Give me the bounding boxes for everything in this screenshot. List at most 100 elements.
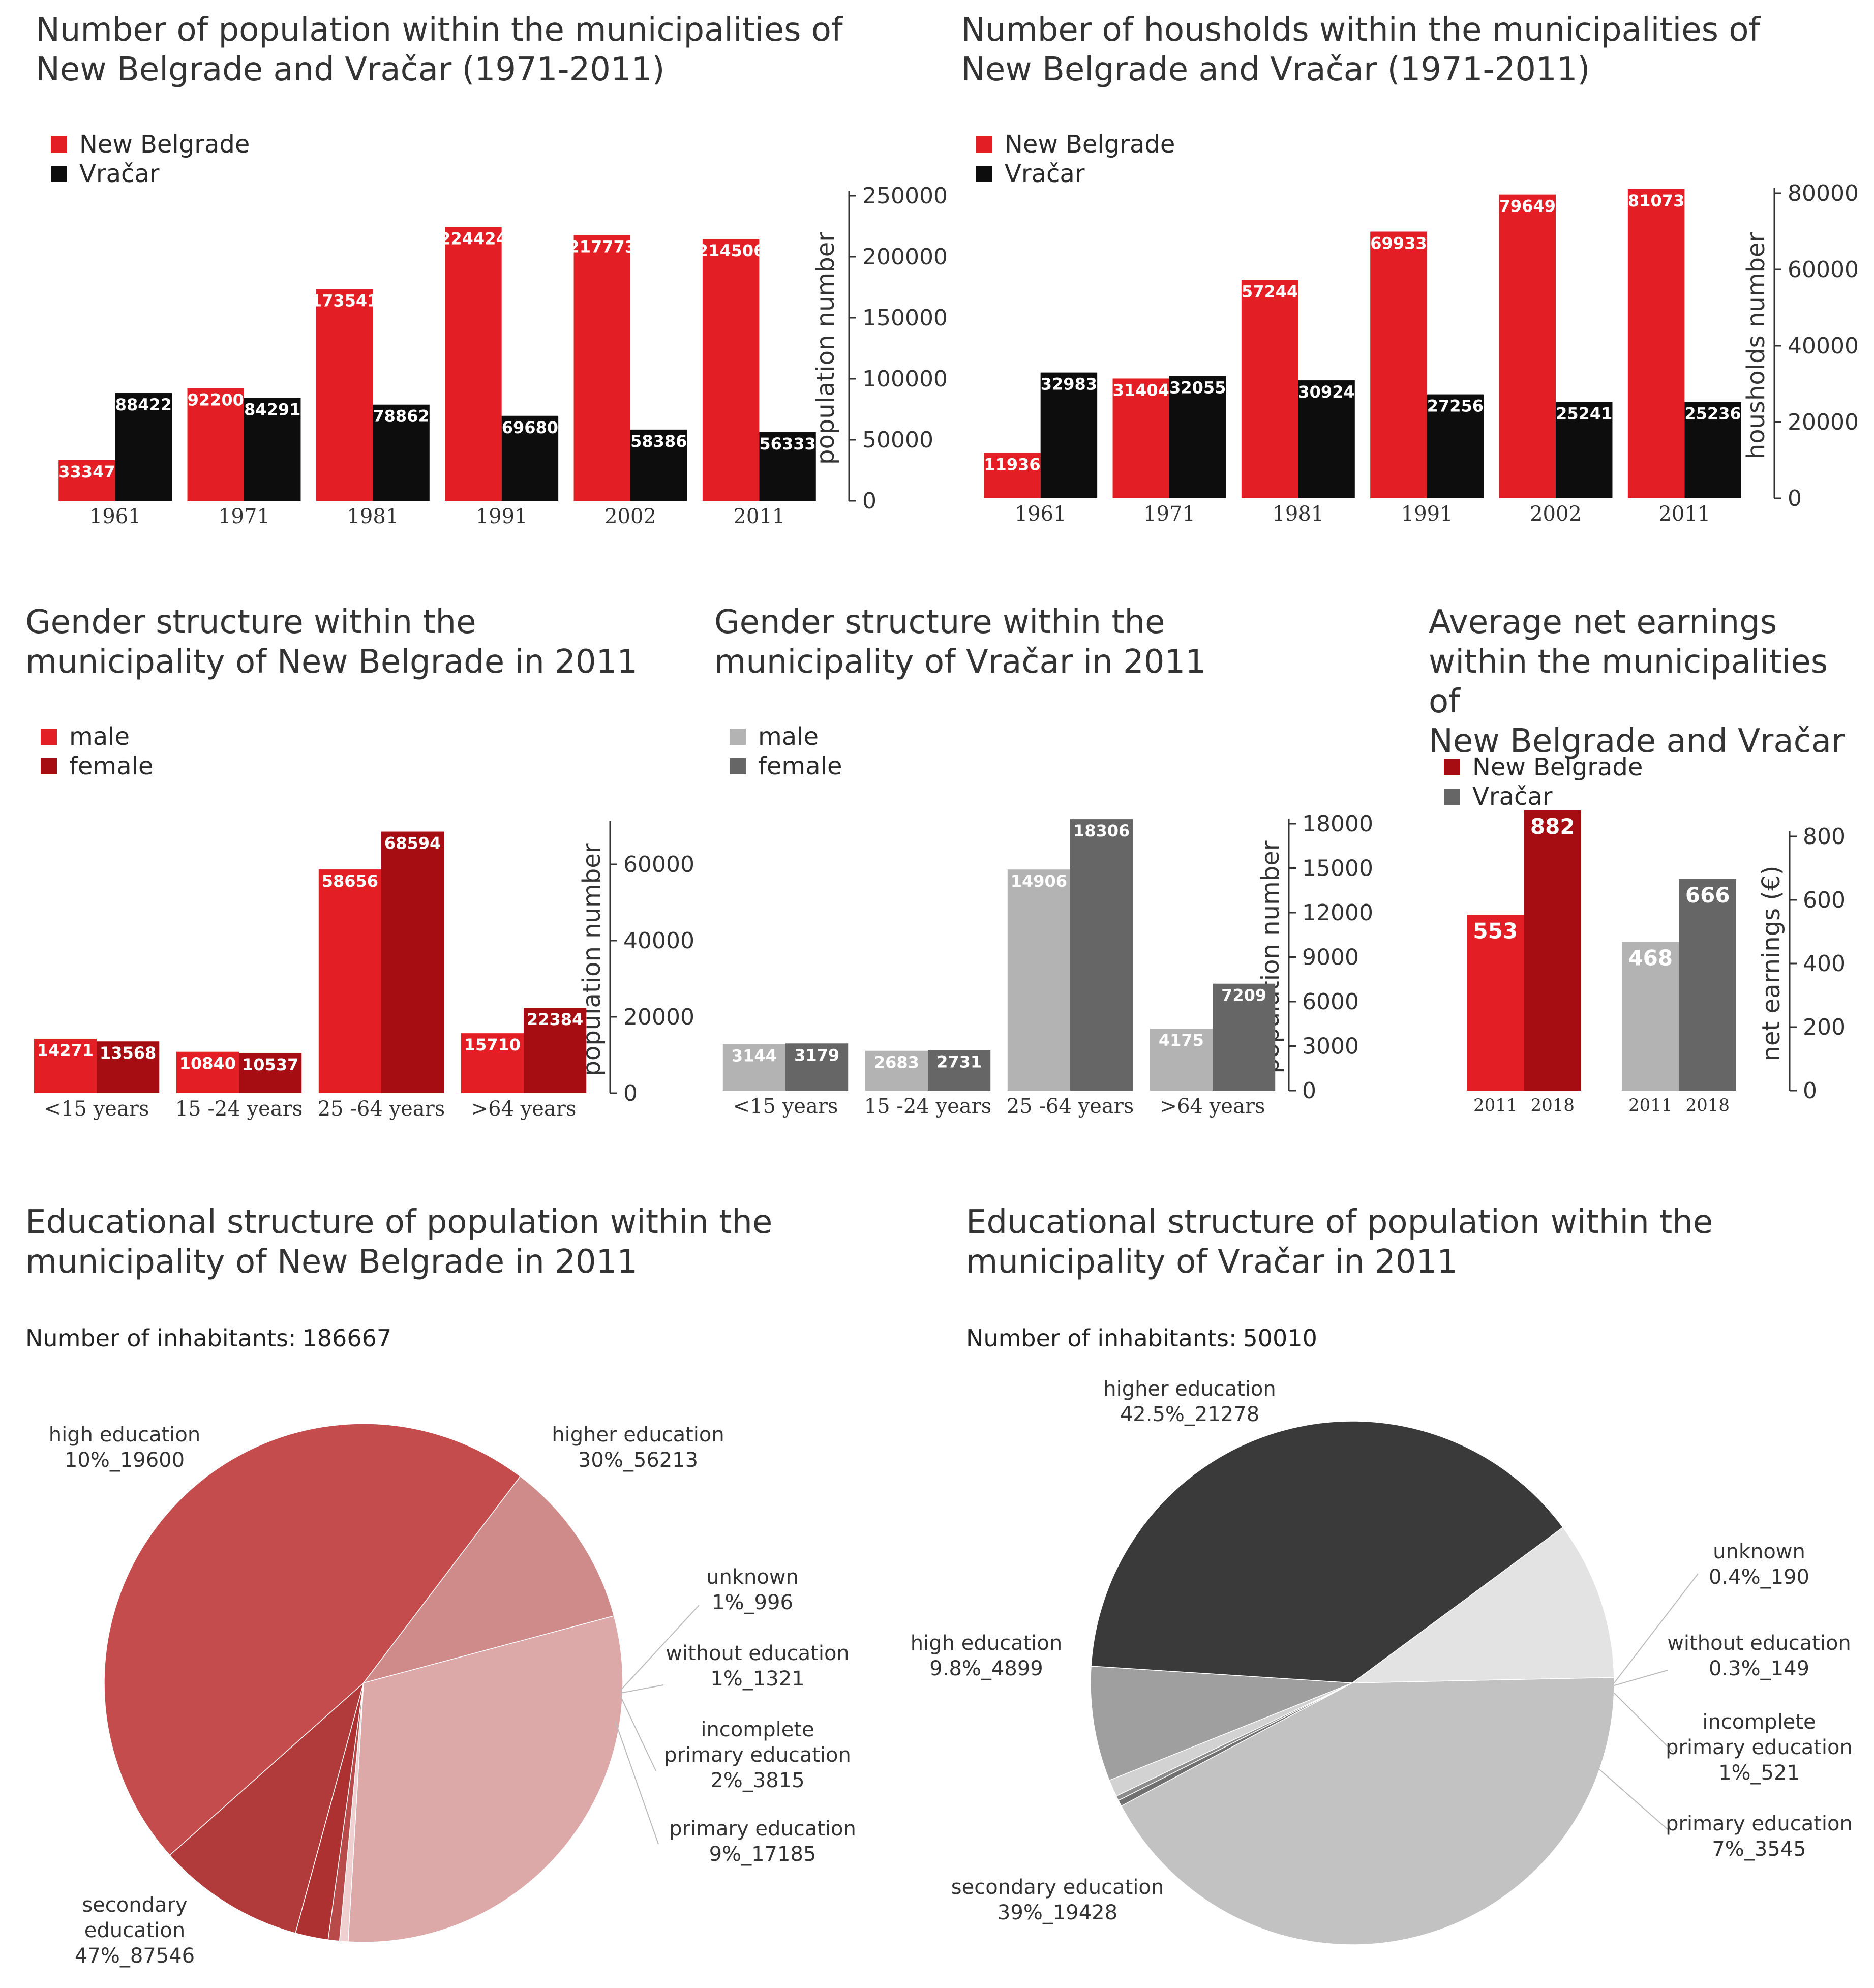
net-earnings-chart: Average net earnings within the municipa… [1429, 603, 1866, 1136]
slice-label-line: incomplete [1702, 1710, 1816, 1734]
bar [176, 1051, 239, 1093]
x-tick-label: 1991 [476, 505, 528, 528]
bar-value-label: 58386 [630, 432, 687, 451]
bar-value-label: 2683 [874, 1053, 919, 1072]
slice-label: unknown 1%_996 [706, 1565, 799, 1614]
y-tick-label: 50000 [862, 427, 933, 453]
bar-value-label: 14906 [1011, 871, 1067, 891]
pie-slice [347, 1615, 623, 1943]
bar-value-label: 79649 [1499, 197, 1556, 216]
bar-plot: 0 200 400 600 800 net earnings (€) 553 2011 882 2… [1467, 810, 1846, 1116]
bar-value-label: 13568 [100, 1043, 156, 1063]
slice-label-line: primary education [1666, 1812, 1853, 1835]
bar [97, 1041, 160, 1093]
slice-label-line: higher education [1103, 1377, 1276, 1401]
chart-title: Gender structure within the municipality… [25, 604, 638, 681]
legend-label: female [758, 752, 842, 780]
households-chart: Number of housholds within the municipal… [961, 10, 1859, 544]
slice-label-line: without education [666, 1642, 850, 1665]
legend: male female [730, 722, 842, 781]
chart-title: Number of housholds within the municipal… [961, 11, 1760, 88]
slice-label-line: secondary [82, 1893, 187, 1917]
y-tick-label: 12000 [1302, 900, 1373, 926]
bar-value-label: 33347 [58, 462, 115, 481]
slice-label-line: primary education [1666, 1736, 1853, 1759]
legend: male female [41, 722, 153, 781]
legend: New Belgrade Vračar [976, 130, 1175, 189]
bar [381, 831, 444, 1093]
x-tick-label: 1971 [218, 505, 270, 528]
bar [1370, 231, 1427, 498]
y-tick-label: 3000 [1302, 1034, 1359, 1060]
y-axis-label: net earnings (€) [1757, 866, 1786, 1062]
slice-label-line: 0.4%_190 [1709, 1565, 1809, 1589]
bar-value-label: 81073 [1628, 191, 1684, 210]
chart-title: Gender structure within the municipality… [714, 604, 1206, 681]
slice-label: incomplete primary education 2%_3815 [664, 1718, 851, 1792]
bar-value-label: 173541 [311, 291, 379, 311]
x-tick-label: 2018 [1530, 1095, 1575, 1116]
legend-item: New Belgrade [976, 130, 1175, 159]
bar [524, 1008, 587, 1093]
x-tick-label: 1981 [347, 505, 399, 528]
bar-value-label: 30924 [1298, 382, 1354, 402]
legend: New Belgrade Vračar [51, 130, 250, 189]
legend-label: female [69, 752, 154, 780]
bar-value-label: 32983 [1041, 375, 1097, 394]
y-tick-label: 800 [1803, 824, 1846, 850]
slice-label-line: high education [911, 1632, 1062, 1655]
bar [461, 1033, 524, 1093]
x-tick-label: 15 -24 years [175, 1097, 303, 1121]
bar [785, 1043, 849, 1091]
bar [244, 398, 301, 501]
legend-item: female [41, 751, 153, 781]
education-new-belgrade-chart: Educational structure of population with… [25, 1202, 890, 1985]
y-axis-label: population number [811, 232, 840, 465]
x-tick-label: 25 -64 years [318, 1097, 445, 1121]
y-tick-label: 20000 [1788, 409, 1859, 435]
slice-label-line: 7%_3545 [1712, 1838, 1806, 1861]
bar [1627, 189, 1685, 498]
bar [928, 1050, 991, 1091]
bar-value-label: 31404 [1113, 380, 1169, 400]
pie-slice [1351, 1526, 1615, 1683]
bar-value-label: 57244 [1242, 282, 1298, 302]
bar-value-label: 27256 [1427, 397, 1484, 416]
bar-value-label: 11936 [984, 455, 1040, 474]
bar-value-label: 88422 [115, 395, 172, 414]
pie-slice [169, 1681, 365, 1934]
slice-label-line: 0.3%_149 [1709, 1657, 1809, 1680]
legend-label: Vračar [1005, 160, 1085, 188]
bar [1070, 819, 1133, 1091]
bar-value-label: 84291 [244, 400, 300, 419]
pie-plot: higher education 30%_56213 unknown 1%_996wi… [49, 1423, 856, 1968]
x-tick-label: 1991 [1401, 502, 1453, 526]
x-tick-label: 2011 [1473, 1095, 1518, 1116]
slice-label: secondary education 47%_87546 [75, 1893, 195, 1968]
legend-item: New Belgrade [51, 130, 250, 159]
slice-label-line: 1%_1321 [710, 1667, 804, 1691]
y-tick-label: 40000 [1788, 333, 1859, 359]
bar [1150, 1029, 1213, 1091]
y-tick-label: 0 [1788, 486, 1802, 511]
y-tick-label: 9000 [1302, 945, 1359, 971]
bar [1679, 879, 1736, 1091]
gender-vracar-chart: Gender structure within the municipality… [714, 603, 1401, 1136]
slice-label-line: 2%_3815 [710, 1769, 804, 1792]
slice-label-line: primary education [664, 1743, 851, 1767]
x-tick-label: 15 -24 years [864, 1095, 992, 1118]
legend-swatch [976, 136, 992, 153]
slice-label: higher education 30%_56213 [552, 1423, 724, 1472]
legend-swatch [730, 729, 746, 745]
y-tick-label: 600 [1803, 887, 1846, 913]
gender-new-belgrade-chart: Gender structure within the municipality… [25, 603, 694, 1136]
bar-value-label: 214506 [697, 241, 765, 260]
bar [316, 289, 373, 501]
legend-label: Vračar [1472, 782, 1553, 811]
slice-label-line: 1%_996 [712, 1591, 793, 1614]
bar [984, 453, 1041, 498]
bar-value-label: 224424 [439, 229, 507, 248]
bar-value-label: 468 [1628, 946, 1673, 971]
